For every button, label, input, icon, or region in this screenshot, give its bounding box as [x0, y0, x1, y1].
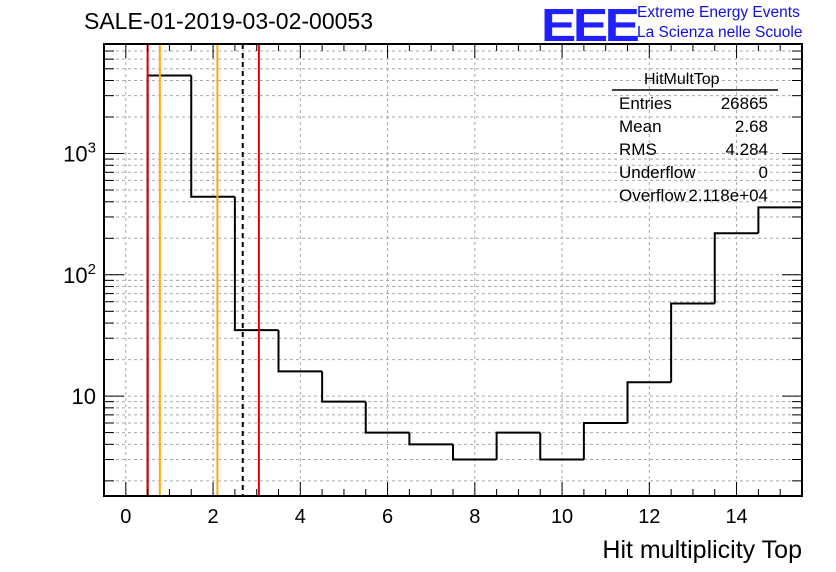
y-tick-label: 10	[72, 384, 96, 409]
x-tick-label: 2	[208, 506, 219, 528]
x-tick-label: 0	[120, 506, 131, 528]
plot-frame	[103, 43, 803, 497]
stats-label-mean: Mean	[619, 117, 662, 136]
run-title: SALE-01-2019-03-02-00053	[84, 8, 373, 34]
stats-value-entries: 26865	[720, 94, 768, 113]
stats-label-rms: RMS	[619, 140, 657, 159]
eee-logo: EEE	[541, 0, 640, 51]
x-tick-label: 12	[638, 506, 660, 528]
stats-label-overflow: Overflow	[619, 186, 687, 205]
x-tick-label: 6	[382, 506, 393, 528]
y-tick-label: 102	[63, 261, 96, 288]
stats-label-underflow: Underflow	[619, 163, 696, 182]
x-tick-label: 8	[469, 506, 480, 528]
logo-subtitle-1: Extreme Energy Events	[637, 4, 800, 21]
y-tick-label: 103	[63, 140, 96, 167]
x-tick-label: 4	[295, 506, 306, 528]
x-axis-label: Hit multiplicity Top	[602, 536, 802, 564]
stats-value-mean: 2.68	[734, 117, 768, 136]
stats-value-underflow: 0	[758, 163, 768, 182]
stats-value-overflow: 2.118e+04	[688, 186, 768, 205]
x-tick-label: 14	[725, 506, 747, 528]
stats-label-entries: Entries	[619, 94, 672, 113]
stats-title: HitMultTop	[644, 71, 720, 88]
x-tick-label: 10	[551, 506, 573, 528]
stats-value-rms: 4.284	[725, 140, 768, 159]
logo-subtitle-2: La Scienza nelle Scuole	[637, 24, 803, 41]
